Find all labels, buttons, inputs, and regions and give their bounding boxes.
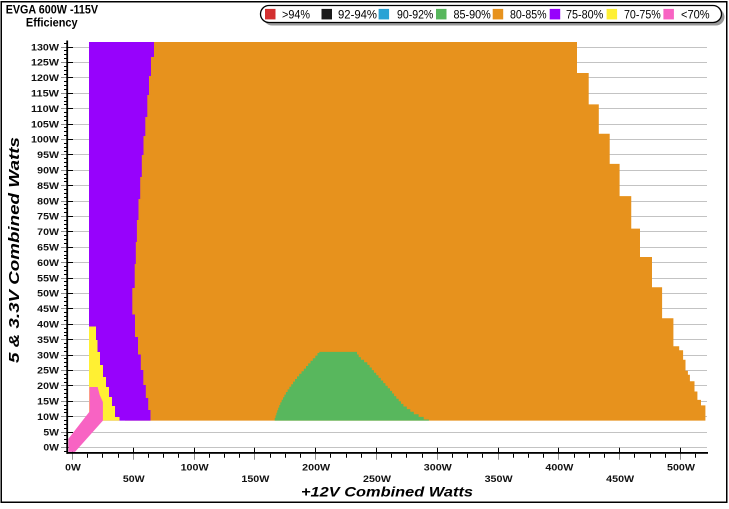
svg-text:80W: 80W [37,196,59,206]
svg-text:70-75%: 70-75% [624,8,661,22]
svg-text:50W: 50W [123,474,145,484]
svg-text:40W: 40W [37,320,59,330]
svg-text:100W: 100W [31,135,59,145]
svg-text:<70%: <70% [681,8,710,22]
svg-text:EVGA 600W -115V: EVGA 600W -115V [6,2,99,16]
svg-text:15W: 15W [37,397,59,407]
svg-text:400W: 400W [545,463,573,473]
svg-text:105W: 105W [31,119,59,129]
svg-text:70W: 70W [37,227,59,237]
svg-text:>94%: >94% [282,8,310,22]
svg-text:Efficiency: Efficiency [26,16,78,30]
svg-text:120W: 120W [31,73,59,83]
svg-text:90-92%: 90-92% [397,8,434,22]
svg-text:200W: 200W [302,463,330,473]
svg-text:60W: 60W [37,258,59,268]
svg-text:110W: 110W [31,104,59,114]
svg-text:300W: 300W [424,463,452,473]
svg-text:92-94%: 92-94% [338,8,377,22]
svg-text:10W: 10W [37,412,59,422]
svg-text:65W: 65W [37,243,59,253]
svg-text:130W: 130W [31,42,59,52]
svg-text:5 & 3.3V Combined Watts: 5 & 3.3V Combined Watts [7,137,23,363]
svg-text:50W: 50W [37,289,59,299]
svg-text:125W: 125W [31,58,59,68]
svg-text:20W: 20W [37,381,59,391]
svg-text:0W: 0W [65,463,81,473]
svg-text:+12V Combined Watts: +12V Combined Watts [301,484,473,500]
svg-text:75W: 75W [37,212,59,222]
svg-text:45W: 45W [37,304,59,314]
svg-text:450W: 450W [606,474,634,484]
svg-text:35W: 35W [37,335,59,345]
svg-text:75-80%: 75-80% [566,8,604,22]
svg-text:150W: 150W [241,474,269,484]
svg-text:350W: 350W [485,474,513,484]
svg-text:250W: 250W [363,474,391,484]
svg-text:30W: 30W [37,350,59,360]
svg-text:80-85%: 80-85% [510,8,547,22]
svg-text:95W: 95W [37,150,59,160]
svg-text:0W: 0W [43,443,59,453]
svg-text:115W: 115W [31,89,59,99]
svg-text:90W: 90W [37,166,59,176]
svg-text:5W: 5W [43,427,59,437]
svg-text:55W: 55W [37,273,59,283]
svg-text:500W: 500W [667,463,695,473]
svg-text:25W: 25W [37,366,59,376]
svg-text:100W: 100W [181,463,209,473]
svg-text:85-90%: 85-90% [454,8,492,22]
svg-text:85W: 85W [37,181,59,191]
